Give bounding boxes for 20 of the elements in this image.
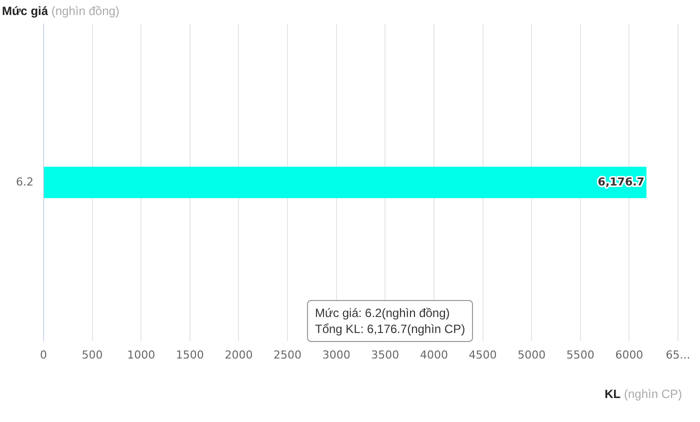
- x-axis-title: KL (nghìn CP): [604, 387, 682, 401]
- y-axis-title: Mức giá (nghìn đồng): [2, 4, 120, 18]
- x-tick-label: 5000: [518, 348, 546, 362]
- y-tick-label: 6.2: [16, 175, 34, 188]
- x-tick-label: 500: [82, 348, 103, 362]
- x-tick-label: 2500: [274, 348, 302, 362]
- x-tick-label: 4500: [468, 348, 497, 362]
- data-label: 6,176.7: [598, 175, 644, 188]
- x-tick-label: 6000: [615, 348, 644, 362]
- x-tick-label: 3000: [322, 348, 350, 362]
- x-tick-label: 5500: [566, 348, 594, 362]
- annotation: Mức giá: 6.2(nghìn đồng): [315, 305, 451, 321]
- x-tick-label: 3500: [371, 348, 400, 362]
- annotation: Tổng KL: 6,176.7(nghìn CP): [315, 321, 466, 337]
- x-tick-label: 1500: [176, 348, 204, 362]
- x-tick-label: 65...: [666, 348, 690, 362]
- x-tick-label: 0: [40, 348, 47, 362]
- x-tick-label: 2000: [224, 348, 253, 362]
- x-tick-label: 1000: [127, 348, 156, 362]
- x-tick-label: 4000: [420, 348, 448, 362]
